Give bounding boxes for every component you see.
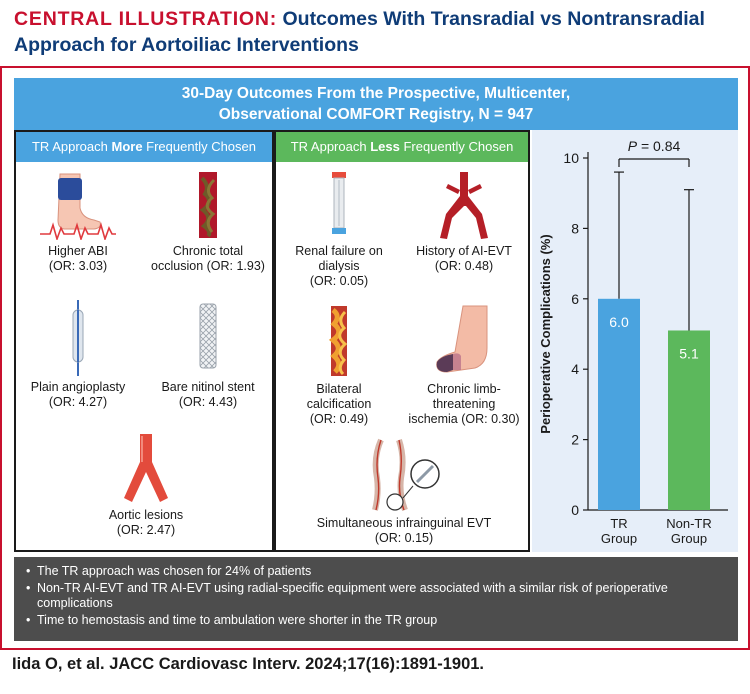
item-label: Chronic limb- [427,382,501,396]
item-or: (OR: 0.05) [309,274,369,288]
header-suffix: Frequently Chosen [142,139,256,154]
y-axis-label: Perioperative Complications (%) [538,234,553,433]
aortic-bifurcation-icon [124,434,168,502]
title-line-1: CENTRAL ILLUSTRATION: Outcomes With Tran… [14,6,740,32]
header-suffix: Frequently Chosen [399,139,514,154]
item-label: History of AI-EVT [416,244,512,258]
item-or: ischemia (OR: 0.30) [408,412,520,426]
item-label-2: calcification [306,397,372,411]
item-label-2: dialysis [318,259,360,273]
summary-bullet-2: Non-TR AI-EVT and TR AI-EVT using radial… [26,581,728,611]
citation: Iida O, et al. JACC Cardiovasc Interv. 2… [12,655,485,673]
calcified-artery-icon [328,306,348,376]
balloon-catheter-icon [72,300,84,376]
item-plain-angioplasty: Plain angioplasty (OR: 4.27) [22,300,134,410]
item-renal-failure: Renal failure on dialysis (OR: 0.05) [280,170,398,289]
x-tick-label: Non-TR [666,516,712,531]
item-label: Aortic lesions [108,508,184,522]
y-tick-label: 0 [571,502,579,518]
tr-more-chosen-panel: TR Approach More Frequently Chosen Highe… [14,130,274,552]
item-chronic-total-occlusion: Chronic total occlusion (OR: 1.93) [146,170,270,274]
tr-less-chosen-panel: TR Approach Less Frequently Chosen Renal… [274,130,530,552]
item-or: (OR: 4.43) [178,395,238,409]
y-tick-label: 10 [563,150,579,166]
summary-bullet-3: Time to hemostasis and time to ambulatio… [26,613,728,628]
item-label: Renal failure on [295,244,383,258]
bar-non-tr-group [668,330,710,510]
item-higher-abi: Higher ABI (OR: 3.03) [22,170,134,274]
item-history-ai-evt: History of AI-EVT (OR: 0.48) [400,170,528,274]
bar-value-label: 6.0 [609,314,629,330]
tr-less-chosen-header: TR Approach Less Frequently Chosen [276,132,528,162]
complications-bar-chart: 0 2 4 6 8 10 Perioperative Complications (%) 6.… [538,138,728,546]
item-simultaneous-infrainguinal-evt: Simultaneous infrainguinal EVT (OR: 0.15) [290,438,518,546]
title-line-2: Approach for Aortoiliac Interventions [14,34,359,56]
item-label: Plain angioplasty [30,380,126,394]
item-label: Bare nitinol stent [161,380,255,394]
item-or: (OR: 3.03) [48,259,108,273]
header-emphasis: More [111,139,143,154]
p-symbol: P [628,138,638,154]
tr-more-chosen-header: TR Approach More Frequently Chosen [16,132,272,162]
leg-arteries-icon [372,438,440,512]
item-aortic-lesions: Aortic lesions (OR: 2.47) [76,432,216,538]
item-label: Simultaneous infrainguinal EVT [316,516,492,530]
registry-banner: 30-Day Outcomes From the Prospective, Mu… [14,78,738,130]
item-label: Higher ABI [48,244,108,258]
central-illustration-label: CENTRAL ILLUSTRATION: [14,8,278,30]
stent-icon [199,303,217,369]
header: CENTRAL ILLUSTRATION: Outcomes With Tran… [0,0,750,66]
iliac-artery-icon [440,172,488,239]
item-or: (OR: 0.48) [434,259,494,273]
item-label: Chronic total [172,244,244,258]
ischemic-foot-icon [436,305,488,373]
item-or: (OR: 0.49) [309,412,369,426]
item-or: (OR: 4.27) [48,395,108,409]
banner-line-1: 30-Day Outcomes From the Prospective, Mu… [181,85,571,102]
item-label-2: threatening [432,397,496,411]
y-tick-label: 8 [571,220,579,236]
y-tick-label: 6 [571,291,579,307]
banner-line-2: Observational COMFORT Registry, N = 947 [218,106,534,123]
item-bilateral-calcification: Bilateral calcification (OR: 0.49) [280,304,398,427]
illustration-frame: 30-Day Outcomes From the Prospective, Mu… [0,66,750,650]
summary-box: The TR approach was chosen for 24% of pa… [14,557,738,641]
p-value-annotation: P = 0.84 [628,138,681,154]
item-or: occlusion (OR: 1.93) [151,259,265,273]
occluded-artery-icon [199,172,217,238]
header-emphasis: Less [370,139,400,154]
x-tick-label: Group [671,531,707,546]
item-or: (OR: 0.15) [374,531,434,545]
complications-chart: 0 2 4 6 8 10 Perioperative Complications (%) 6.… [532,130,738,552]
item-label: Bilateral [316,382,362,396]
item-chronic-limb-ischemia: Chronic limb-threatening ischemia (OR: 0.… [400,304,528,427]
header-prefix: TR Approach [31,139,112,154]
item-or: (OR: 2.47) [116,523,176,537]
p-value: = 0.84 [637,138,680,154]
x-tick-label: Group [601,531,637,546]
summary-bullet-1: The TR approach was chosen for 24% of pa… [26,564,728,579]
header-prefix: TR Approach [290,139,371,154]
leg-cuff-icon [40,173,116,240]
item-bare-nitinol-stent: Bare nitinol stent (OR: 4.43) [146,300,270,410]
dialysis-icon [332,172,346,234]
bar-value-label: 5.1 [679,345,699,361]
title-text-1: Outcomes With Transradial vs Nontransrad… [282,8,705,30]
x-tick-label: TR [610,516,627,531]
bar-tr-group [598,298,640,510]
y-tick-label: 4 [571,361,579,377]
y-tick-label: 2 [571,432,579,448]
